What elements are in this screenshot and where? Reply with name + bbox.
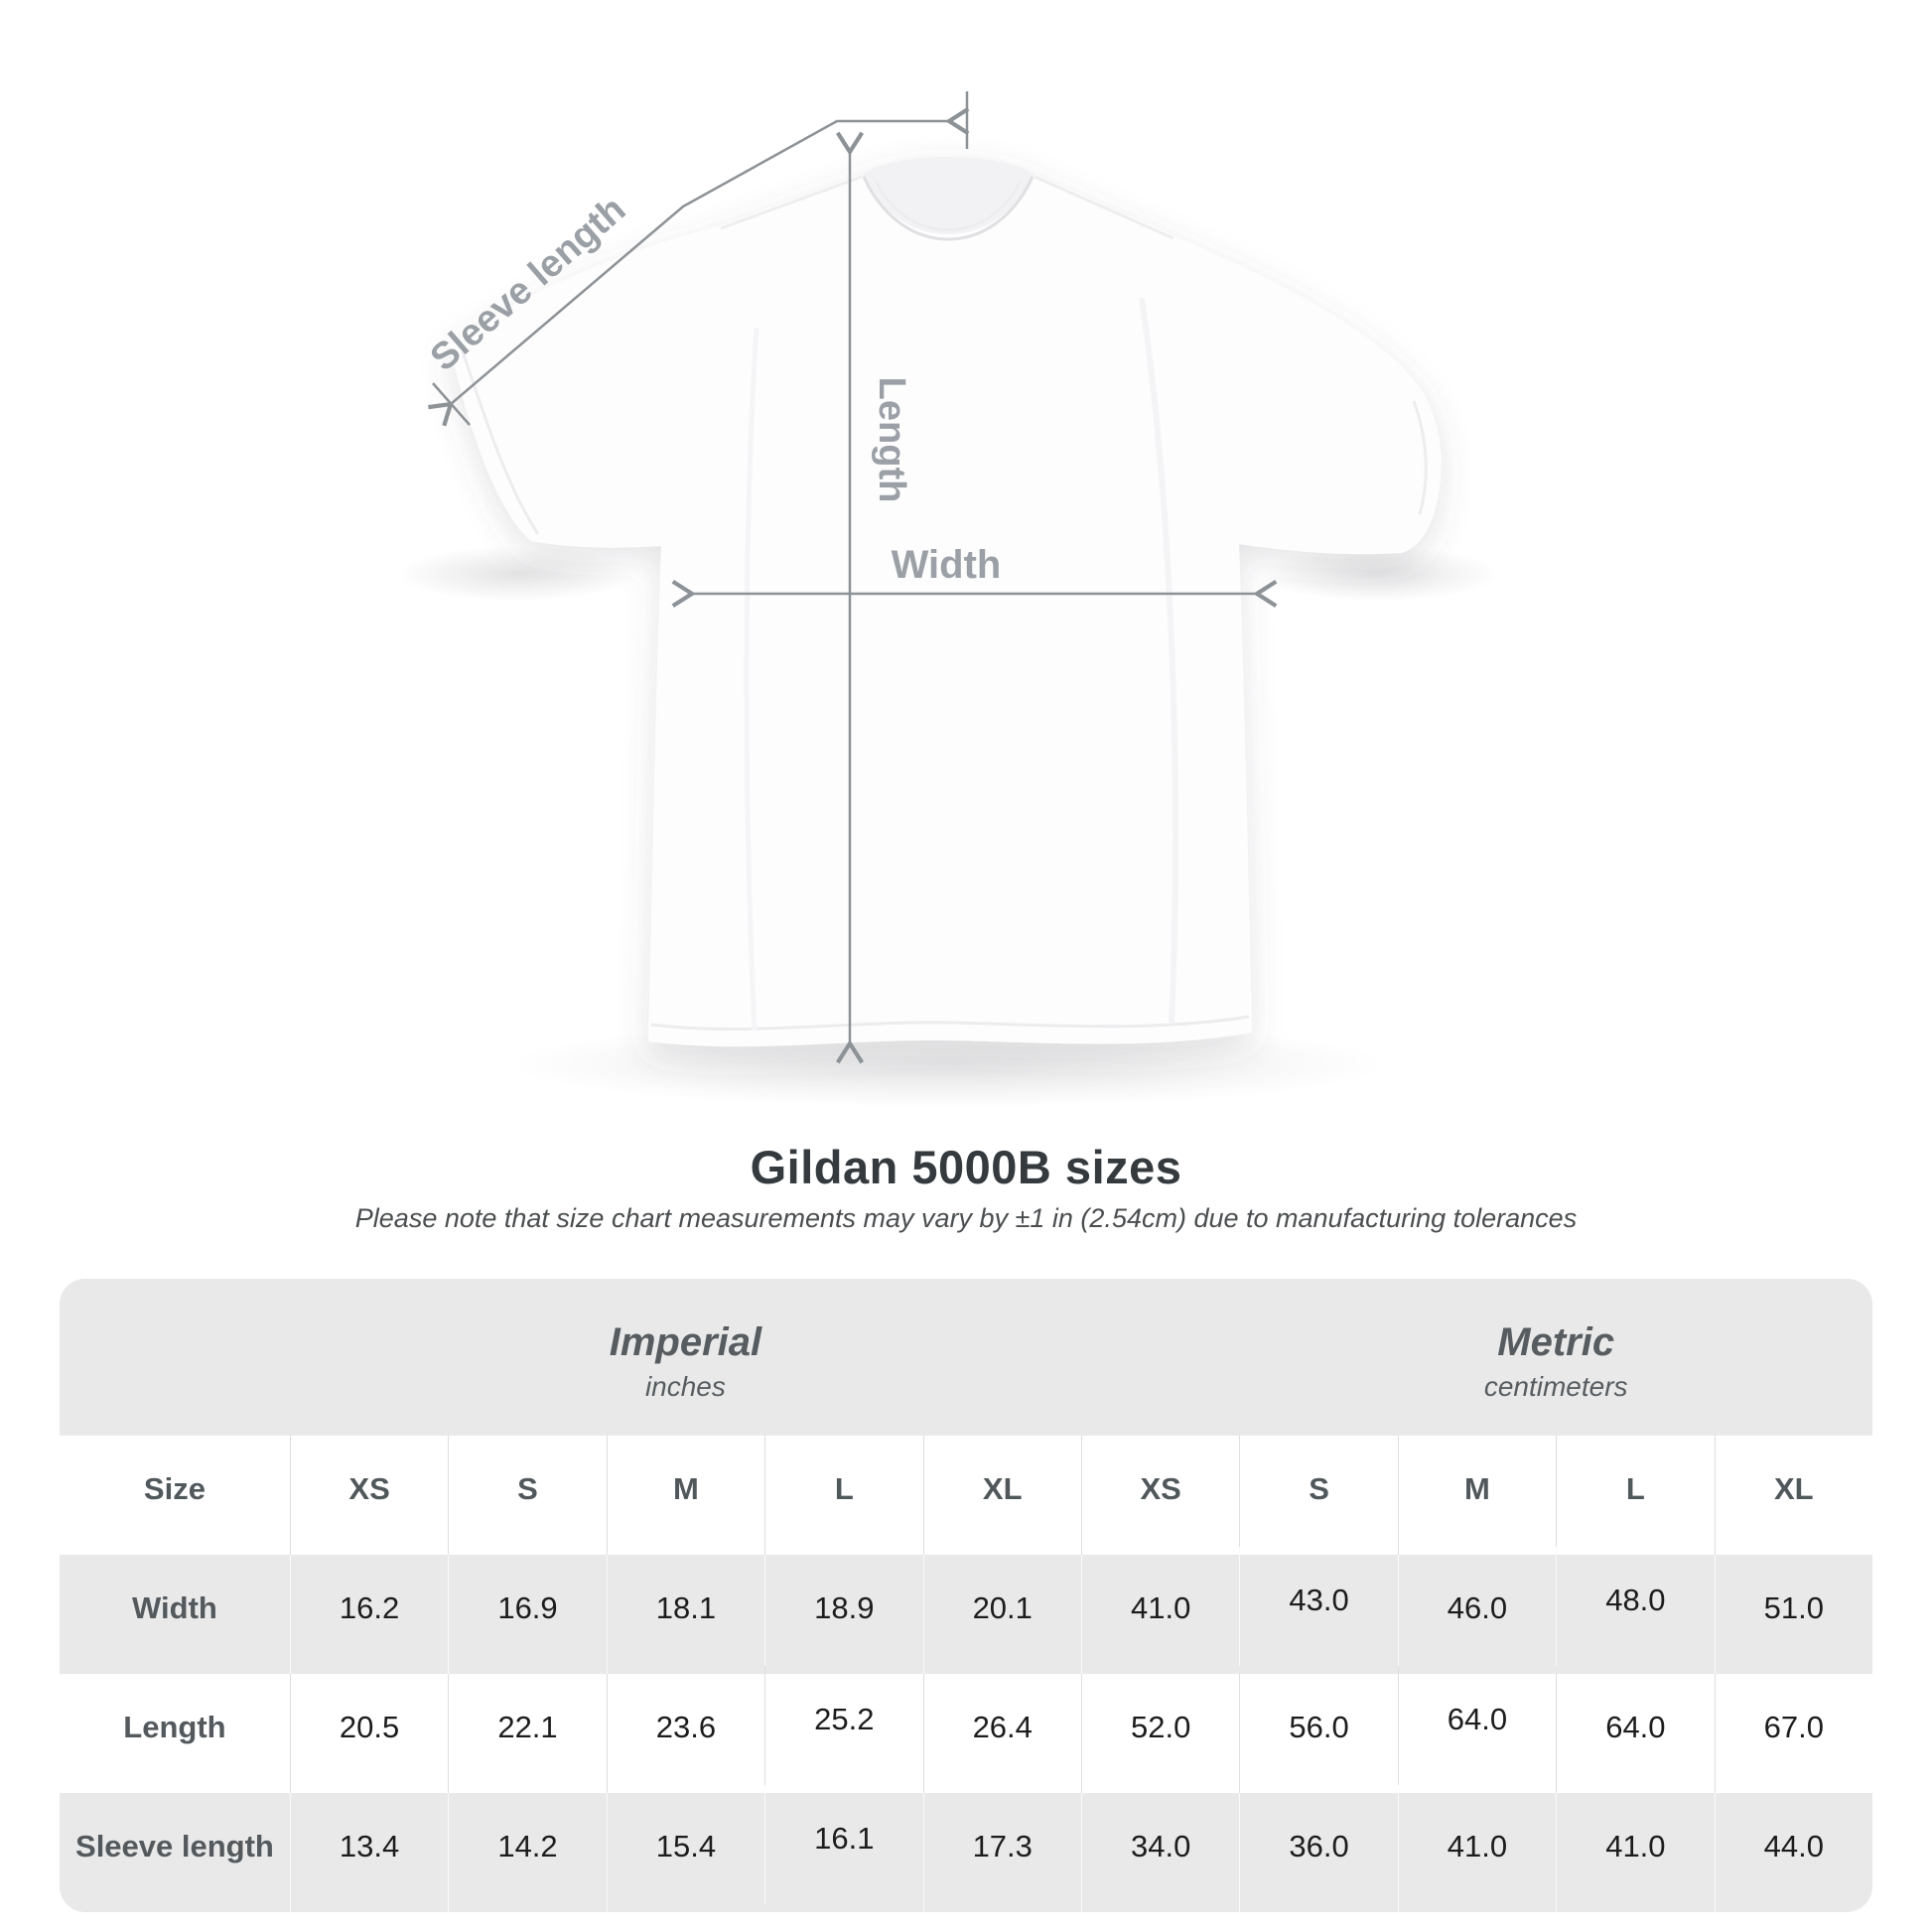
row-label-length: Length	[123, 1710, 226, 1744]
width-m-metric: 46.0	[1397, 1555, 1556, 1674]
right-shoulder-seam	[1034, 175, 1174, 240]
width-xs-metric: 41.0	[1080, 1555, 1239, 1674]
right-cuff-stitch	[1412, 400, 1428, 515]
width-label: Width	[892, 543, 1002, 587]
column-header-l-metric: L	[1556, 1436, 1714, 1555]
tshirt-diagram: Sleeve length Length Width	[397, 91, 1499, 1108]
width-s-imperial: 16.9	[448, 1555, 606, 1674]
width-xl-imperial: 20.1	[922, 1555, 1081, 1674]
page-title: Gildan 5000B sizes	[750, 1141, 1182, 1193]
length-xs-imperial: 20.5	[289, 1674, 448, 1793]
column-header-s-imperial: S	[448, 1436, 606, 1555]
row-label-sleeve-length: Sleeve length	[75, 1829, 274, 1863]
sleeve-l-imperial: 16.1	[764, 1785, 922, 1904]
imperial-group-header: Imperial inches	[290, 1279, 1081, 1436]
imperial-label: Imperial	[609, 1319, 762, 1364]
row-label-width: Width	[132, 1590, 217, 1625]
column-header-xl-imperial: XL	[922, 1436, 1081, 1555]
length-xs-metric: 52.0	[1080, 1674, 1239, 1793]
length-xl-imperial: 26.4	[922, 1674, 1081, 1793]
table-row-width: Width 16.2 16.9 18.1 18.9 20.1 41.0 43.0…	[60, 1547, 1872, 1674]
sleeve-s-metric: 36.0	[1239, 1793, 1397, 1912]
width-l-imperial: 18.9	[764, 1555, 922, 1674]
width-xs-imperial: 16.2	[289, 1555, 448, 1674]
left-sleeve-shadow	[397, 546, 635, 602]
width-l-metric: 48.0	[1556, 1547, 1714, 1666]
metric-label: Metric	[1497, 1319, 1615, 1364]
length-xl-metric: 67.0	[1714, 1674, 1872, 1793]
table-row-sleeve-length: Sleeve length 13.4 14.2 15.4 16.1 17.3 3…	[60, 1785, 1872, 1912]
table-row-length: Length 20.5 22.1 23.6 25.2 26.4 52.0 56.…	[60, 1666, 1872, 1793]
sleeve-m-metric: 41.0	[1397, 1793, 1556, 1912]
sleeve-s-imperial: 14.2	[448, 1793, 606, 1912]
width-m-imperial: 18.1	[606, 1555, 764, 1674]
imperial-unit: inches	[644, 1370, 726, 1402]
column-header-s-metric: S	[1239, 1436, 1397, 1555]
unit-group-band: Imperial inches Metric centimeters	[60, 1279, 1872, 1436]
column-header-l-imperial: L	[764, 1436, 922, 1555]
hem-stitch	[650, 1015, 1250, 1032]
sleeve-l-metric: 41.0	[1556, 1793, 1714, 1912]
column-header-m-metric: M	[1397, 1436, 1556, 1555]
sleeve-m-imperial: 15.4	[606, 1793, 764, 1912]
right-sleeve-shadow	[1261, 546, 1499, 602]
size-table: Imperial inches Metric centimeters Size …	[60, 1279, 1872, 1912]
column-header-xs-imperial: XS	[289, 1436, 448, 1555]
body-crease-right	[1139, 297, 1179, 1024]
column-header-size: Size	[143, 1471, 206, 1506]
column-header-m-imperial: M	[606, 1436, 764, 1555]
width-s-metric: 43.0	[1239, 1547, 1397, 1666]
length-l-imperial: 25.2	[764, 1666, 922, 1785]
length-label: Length	[871, 377, 912, 503]
metric-group-header: Metric centimeters	[1239, 1279, 1872, 1436]
length-l-metric: 64.0	[1556, 1674, 1714, 1793]
sleeve-xl-metric: 44.0	[1714, 1793, 1872, 1912]
length-s-imperial: 22.1	[448, 1674, 606, 1793]
width-xl-metric: 51.0	[1714, 1555, 1872, 1674]
length-m-metric: 64.0	[1397, 1666, 1556, 1785]
length-s-metric: 56.0	[1239, 1674, 1397, 1793]
metric-unit: centimeters	[1483, 1370, 1628, 1402]
shirt-body	[450, 157, 1442, 1047]
sleeve-xs-imperial: 13.4	[289, 1793, 448, 1912]
column-header-xl-metric: XL	[1714, 1436, 1872, 1555]
sleeve-length-arrow	[428, 106, 970, 427]
table-header-row: Size XS S M L XL XS S M L XL	[60, 1436, 1872, 1555]
sleeve-length-end-tick	[432, 382, 471, 426]
sleeve-xl-imperial: 17.3	[922, 1793, 1081, 1912]
length-m-imperial: 23.6	[606, 1674, 764, 1793]
sleeve-xs-metric: 34.0	[1080, 1793, 1239, 1912]
page-subtitle: Please note that size chart measurements…	[354, 1203, 1578, 1233]
column-header-xs-metric: XS	[1080, 1436, 1239, 1555]
